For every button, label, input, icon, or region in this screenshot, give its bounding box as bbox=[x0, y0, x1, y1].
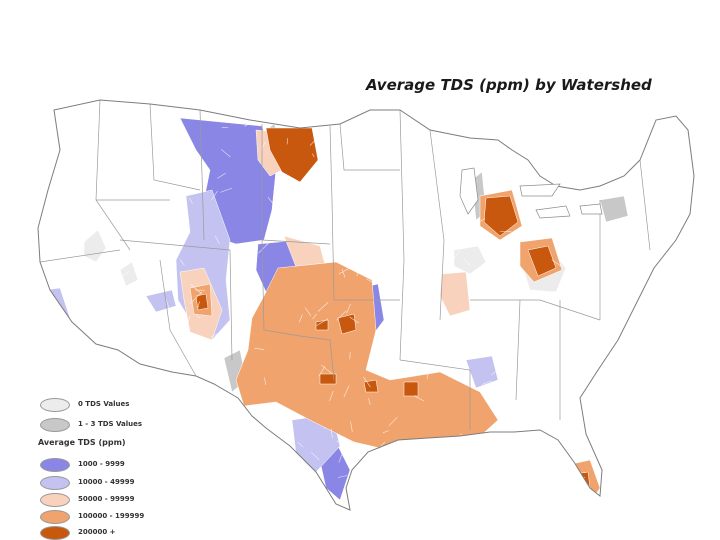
watershed-region-c5 bbox=[403, 381, 419, 397]
watershed-region-few bbox=[599, 195, 629, 223]
watershed-region-c5 bbox=[527, 245, 557, 277]
watershed-regions bbox=[38, 100, 694, 501]
watershed-region-c5 bbox=[363, 379, 379, 393]
watershed-region-c5 bbox=[195, 293, 209, 311]
legend-label-class: 200000 + bbox=[78, 528, 116, 536]
legend-heading: Average TDS (ppm) bbox=[38, 438, 126, 447]
legend-swatch-class bbox=[40, 493, 70, 507]
legend-label-class: 100000 - 199999 bbox=[78, 512, 145, 520]
legend-label-zero: 0 TDS Values bbox=[78, 400, 130, 408]
legend-label-class: 50000 - 99999 bbox=[78, 495, 135, 503]
legend-swatch-class bbox=[40, 526, 70, 540]
state-boundary-lines bbox=[39, 100, 651, 430]
legend-label-few: 1 - 3 TDS Values bbox=[78, 420, 143, 428]
legend-swatch-few bbox=[40, 418, 70, 432]
legend-label-class: 10000 - 49999 bbox=[78, 478, 135, 486]
watershed-region-nodata bbox=[453, 245, 487, 275]
great-lakes bbox=[459, 167, 603, 219]
watershed-region-c5 bbox=[319, 373, 337, 385]
watershed-region-c3 bbox=[439, 271, 471, 317]
watershed-region-nodata bbox=[83, 229, 107, 263]
watershed-region-c5 bbox=[265, 127, 319, 183]
watershed-region-nodata bbox=[119, 261, 139, 287]
legend-label-class: 1000 - 9999 bbox=[78, 460, 125, 468]
legend-swatch-zero bbox=[40, 398, 70, 412]
watershed-region-c5 bbox=[337, 313, 357, 335]
watershed-region-c5 bbox=[483, 195, 519, 237]
watershed-region-c5 bbox=[315, 319, 329, 331]
watershed-region-c2 bbox=[465, 355, 499, 389]
legend-swatch-class bbox=[40, 458, 70, 472]
map-title: Average TDS (ppm) by Watershed bbox=[366, 76, 652, 94]
legend-swatch-class bbox=[40, 510, 70, 524]
legend: 0 TDS Values 1 - 3 TDS Values Average TD… bbox=[36, 396, 236, 540]
legend-swatch-class bbox=[40, 476, 70, 490]
